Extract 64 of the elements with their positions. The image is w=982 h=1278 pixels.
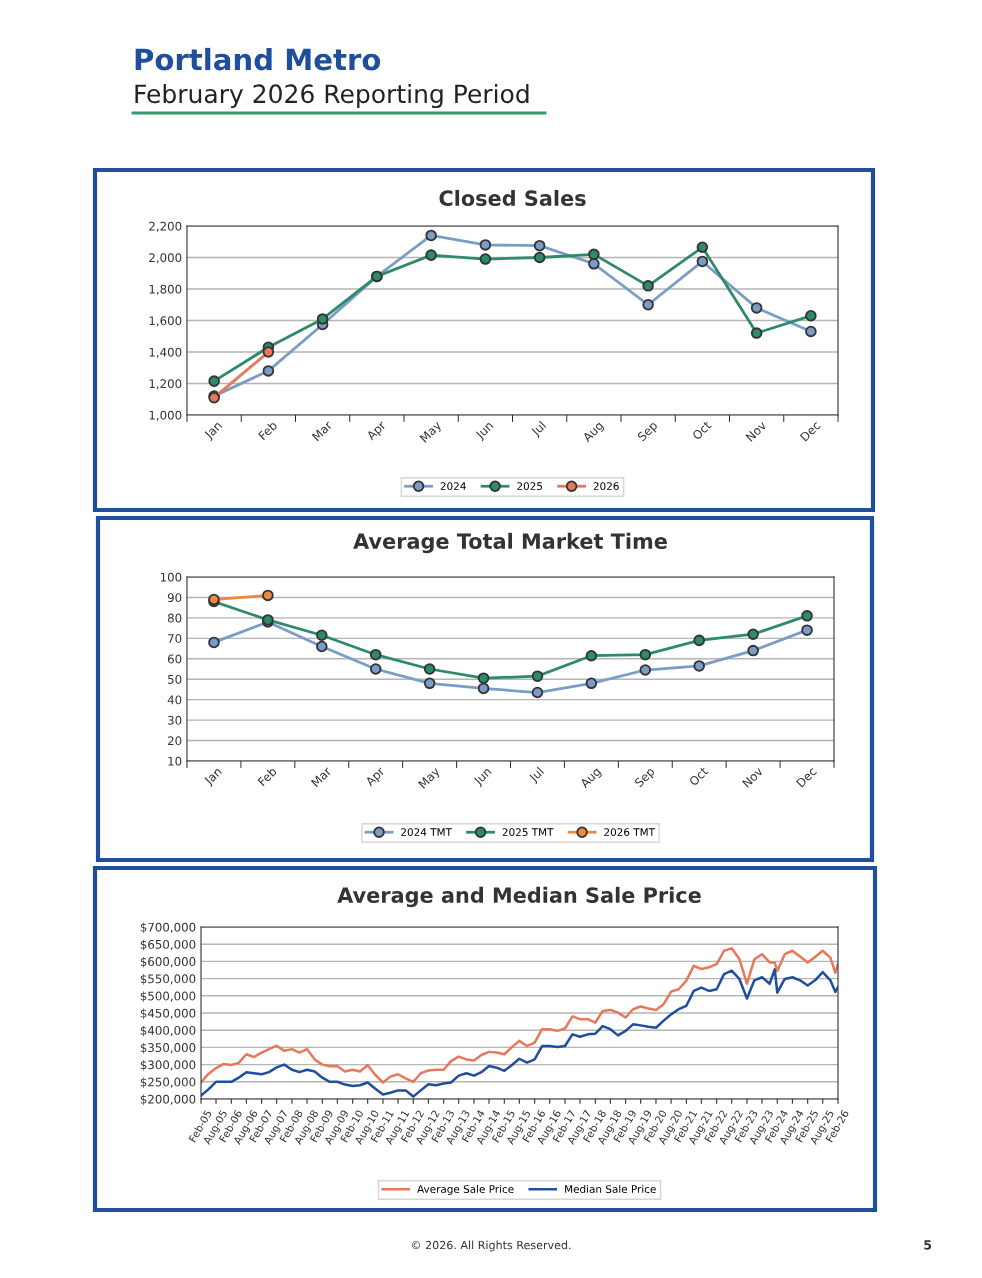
y-tick-label: $500,000	[140, 991, 196, 1003]
x-tick-label: Jun	[472, 766, 494, 788]
x-tick-label: Aug	[582, 420, 606, 445]
y-tick-label: $450,000	[140, 1008, 196, 1020]
legend-label: 2025	[517, 482, 543, 491]
x-tick-label: Feb	[257, 420, 278, 441]
x-tick-label: Feb	[257, 766, 278, 787]
legend-label: 2026	[593, 482, 619, 491]
legend-label: Average Sale Price	[417, 1184, 514, 1196]
x-tick-label: Jan	[203, 420, 224, 442]
x-tick-label: Sep	[636, 420, 660, 444]
text: © 2026. All Rights Reserved.	[411, 1240, 571, 1252]
y-tick-label: $400,000	[140, 1025, 196, 1037]
y-tick-label: 40	[167, 695, 182, 705]
legend-label: 2025 TMT	[502, 828, 554, 837]
y-tick-label: 2,000	[149, 253, 182, 264]
y-tick-label: 60	[167, 654, 182, 664]
text: February 2026 Reporting Period	[135, 83, 529, 109]
y-tick-label: 2,200	[149, 221, 182, 232]
y-tick-label: 90	[167, 593, 182, 603]
x-tick-label: Dec	[796, 766, 818, 788]
x-tick-label: Oct	[688, 766, 709, 787]
x-tick-label: Mar	[311, 420, 333, 442]
legend-label: 2024 TMT	[401, 828, 452, 837]
y-tick-label: $300,000	[140, 1060, 196, 1071]
y-tick-label: 1,600	[149, 316, 182, 327]
y-tick-label: $600,000	[140, 956, 196, 968]
x-tick-label: Jun	[474, 420, 496, 442]
x-tick-label: Jan	[203, 766, 224, 788]
y-tick-label: 50	[168, 674, 182, 684]
x-tick-label: Apr	[365, 420, 389, 443]
y-tick-label: 1,000	[149, 410, 182, 421]
y-tick-label: 10	[168, 756, 182, 766]
y-tick-label: $550,000	[140, 974, 196, 985]
x-tick-label: Nov	[742, 766, 764, 788]
y-tick-label: 20	[167, 736, 182, 746]
x-tick-label: Sep	[634, 766, 657, 790]
x-tick-label: Jul	[527, 766, 546, 785]
y-tick-label: $200,000	[140, 1094, 196, 1106]
legend-label: 2024	[440, 482, 466, 491]
y-tick-label: 80	[167, 613, 182, 623]
legend-label: 2026 TMT	[604, 828, 656, 837]
x-tick-label: Mar	[310, 766, 333, 788]
x-tick-label: Dec	[799, 420, 821, 442]
x-tick-label: Apr	[364, 766, 387, 789]
chart-title: Closed Sales	[439, 189, 586, 207]
y-tick-label: 1,800	[149, 284, 182, 295]
y-tick-label: $350,000	[140, 1042, 196, 1054]
legend-label: Median Sale Price	[565, 1184, 656, 1194]
chart-title: Average and Median Sale Price	[337, 886, 701, 908]
text: 5	[924, 1240, 932, 1250]
x-tick-label: Jul	[530, 420, 548, 439]
x-tick-label: Oct	[691, 420, 712, 441]
y-tick-label: 1,400	[149, 347, 182, 358]
y-tick-label: 1,200	[149, 379, 182, 390]
y-tick-label: 30	[168, 715, 182, 725]
y-tick-label: $250,000	[140, 1077, 196, 1089]
text: Portland Metro	[135, 47, 381, 71]
y-tick-label: $650,000	[140, 939, 196, 951]
y-tick-label: 100	[160, 572, 182, 582]
x-tick-label: Nov	[745, 420, 767, 442]
y-tick-label: $700,000	[140, 922, 196, 934]
chart-title: Average Total Market Time	[353, 532, 667, 554]
y-tick-label: 70	[168, 634, 182, 643]
